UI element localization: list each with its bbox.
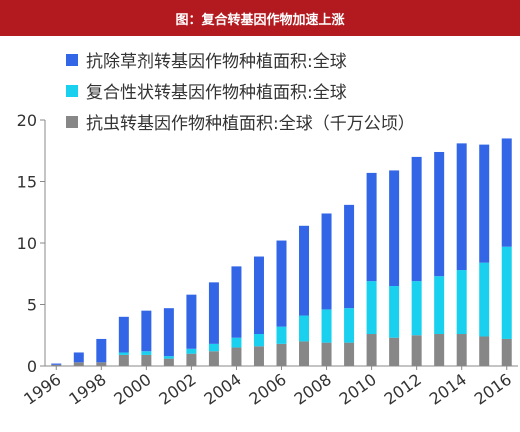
legend-swatch-stacked-traits: [66, 84, 78, 97]
legend-item-herbicide: 抗除草剂转基因作物种植面积:全球: [66, 44, 415, 75]
bar-segment-2003-series-2: [208, 282, 219, 344]
legend-item-insect-resistant: 抗虫转基因作物种植面积:全球（千万公顷）: [66, 106, 415, 137]
x-tick-label: 2016: [471, 370, 515, 409]
y-tick-label: 15: [17, 173, 37, 192]
bar-segment-2002-series-2: [186, 294, 197, 349]
bar-segment-1998-series-2: [96, 338, 107, 363]
x-tick-label: 2006: [246, 370, 290, 409]
bar-segment-2015-series-1: [479, 262, 490, 337]
y-tick-label: 10: [17, 234, 37, 253]
bar-segment-2013-series-0: [434, 334, 445, 366]
bar-segment-1997-series-0: [73, 362, 84, 366]
bar-segment-2005-series-2: [253, 256, 264, 335]
bar-segment-2014-series-0: [456, 334, 467, 366]
bar-segment-2006-series-1: [276, 326, 287, 344]
legend-label-stacked-traits: 复合性状转基因作物种植面积:全球: [86, 83, 347, 103]
bar-segment-2012-series-0: [411, 335, 422, 366]
legend-swatch-insect-resistant: [66, 115, 78, 128]
bar-segment-2001-series-0: [163, 358, 174, 366]
chart-legend: 抗除草剂转基因作物种植面积:全球 复合性状转基因作物种植面积:全球 抗虫转基因作…: [66, 44, 415, 137]
bar-segment-2014-series-2: [456, 143, 467, 271]
bar-segment-2016-series-2: [501, 138, 512, 247]
bar-segment-2009-series-0: [344, 342, 355, 366]
bar-segment-2002-series-1: [186, 348, 197, 354]
legend-label-insect-resistant: 抗虫转基因作物种植面积:全球（千万公顷）: [86, 114, 415, 134]
bar-segment-1999-series-0: [118, 354, 129, 366]
bar-segment-2009-series-1: [344, 308, 355, 343]
chart-title-bar: 图：复合转基因作物加速上涨: [0, 0, 520, 36]
bar-segment-2014-series-1: [456, 270, 467, 335]
x-tick-label: 2014: [426, 370, 470, 409]
bar-segment-2005-series-0: [253, 346, 264, 366]
bar-segment-2007-series-1: [299, 315, 310, 342]
legend-item-stacked-traits: 复合性状转基因作物种植面积:全球: [66, 75, 415, 106]
bar-segment-2002-series-0: [186, 353, 197, 366]
bar-segment-2006-series-2: [276, 240, 287, 327]
y-tick-label: 0: [27, 357, 37, 376]
bar-segment-2008-series-1: [321, 309, 332, 343]
x-tick-label: 2012: [381, 370, 425, 409]
bar-segment-2003-series-1: [208, 343, 219, 352]
x-tick-label: 2000: [110, 370, 154, 409]
bar-segment-2011-series-2: [389, 170, 400, 287]
x-tick-label: 1998: [65, 370, 109, 409]
bar-segment-2008-series-0: [321, 342, 332, 366]
x-tick-label: 2010: [336, 370, 380, 409]
bar-segment-2004-series-1: [231, 337, 242, 348]
bar-segment-2004-series-0: [231, 347, 242, 366]
bar-segment-2000-series-1: [141, 351, 152, 355]
bar-segment-2003-series-0: [208, 351, 219, 366]
bar-segment-2011-series-0: [389, 337, 400, 366]
bar-segment-2010-series-1: [366, 281, 377, 335]
bar-segment-2010-series-2: [366, 172, 377, 282]
x-tick-label: 2002: [155, 370, 199, 409]
bar-segment-2001-series-1: [163, 356, 174, 359]
bar-segment-2009-series-2: [344, 204, 355, 309]
bar-segment-1997-series-2: [73, 352, 84, 363]
bar-segment-2004-series-2: [231, 266, 242, 338]
legend-label-herbicide: 抗除草剂转基因作物种植面积:全球: [86, 52, 347, 72]
bar-segment-2007-series-2: [299, 225, 310, 316]
bar-segment-1998-series-0: [96, 362, 107, 366]
bar-segment-2000-series-0: [141, 354, 152, 366]
bar-segment-2011-series-1: [389, 286, 400, 338]
bar-segment-1996-series-2: [51, 363, 62, 365]
bar-segment-2016-series-1: [501, 246, 512, 339]
bar-segment-2013-series-2: [434, 151, 445, 277]
bar-segment-2010-series-0: [366, 334, 377, 366]
bar-segment-1999-series-1: [118, 352, 129, 355]
bar-segment-2001-series-2: [163, 308, 174, 357]
y-tick-label: 5: [27, 296, 37, 315]
chart-title: 图：复合转基因作物加速上涨: [175, 12, 345, 28]
bar-segment-1996-series-0: [51, 364, 62, 366]
y-tick-label: 20: [17, 111, 37, 130]
bar-segment-2007-series-0: [299, 341, 310, 366]
legend-swatch-herbicide: [66, 53, 78, 66]
bar-segment-2015-series-0: [479, 336, 490, 366]
bar-segment-2006-series-0: [276, 343, 287, 366]
x-tick-label: 2008: [291, 370, 335, 409]
bar-segment-2015-series-2: [479, 144, 490, 263]
bar-segment-2000-series-2: [141, 310, 152, 352]
bar-segment-2008-series-2: [321, 213, 332, 310]
bar-segment-2013-series-1: [434, 276, 445, 335]
bar-segment-2005-series-1: [253, 334, 264, 347]
bar-segment-2012-series-2: [411, 156, 422, 282]
bar-segment-2012-series-1: [411, 281, 422, 336]
bar-segment-1999-series-2: [118, 316, 129, 353]
x-tick-label: 2004: [200, 370, 244, 409]
bar-segment-2016-series-0: [501, 338, 512, 366]
